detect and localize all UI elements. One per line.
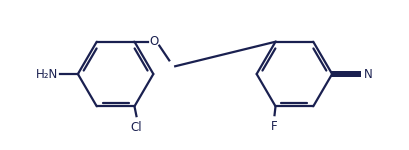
Text: O: O [149,35,159,48]
Text: N: N [363,68,372,81]
Text: F: F [270,120,277,133]
Text: H₂N: H₂N [36,68,58,81]
Text: Cl: Cl [130,121,142,134]
